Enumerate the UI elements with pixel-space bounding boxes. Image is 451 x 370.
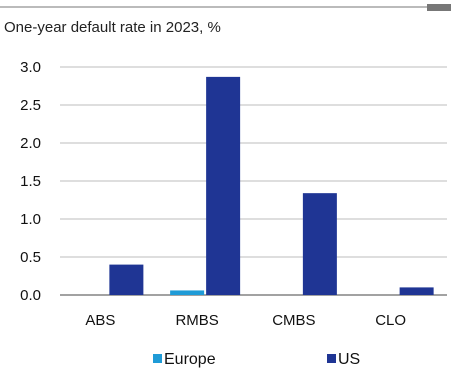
x-tick-label: CMBS [272,312,315,329]
bars [109,76,434,295]
chart-title: One-year default rate in 2023, % [4,19,221,36]
y-tick-label: 0.0 [20,287,41,304]
y-tick-label: 1.5 [20,173,41,190]
x-tick-label: RMBS [175,312,218,329]
legend-label-us: US [338,351,360,368]
x-axis: ABS RMBS CMBS CLO [85,312,406,329]
bar-us-abs [109,264,144,295]
y-tick-label: 1.0 [20,211,41,228]
x-tick-label: CLO [375,312,406,329]
legend-label-europe: Europe [164,351,216,368]
header-rule-tab [427,4,451,11]
gridlines [60,66,447,296]
x-tick-label: ABS [85,312,115,329]
bar-us-cmbs [302,193,337,295]
y-axis: 0.0 0.5 1.0 1.5 2.0 2.5 3.0 [20,59,41,304]
bar-europe-rmbs [170,290,205,295]
y-tick-label: 2.0 [20,135,41,152]
bar-us-clo [399,287,434,295]
legend-swatch-us [327,354,336,363]
legend: Europe US [153,351,360,368]
bar-us-rmbs [206,76,241,295]
y-tick-label: 3.0 [20,59,41,76]
legend-swatch-europe [153,354,162,363]
y-tick-label: 2.5 [20,97,41,114]
y-tick-label: 0.5 [20,249,41,266]
